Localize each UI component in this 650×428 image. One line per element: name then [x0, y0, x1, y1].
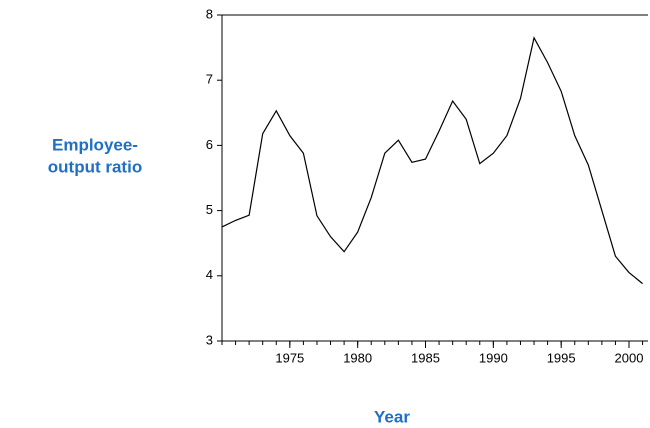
x-tick-label: 1995	[547, 350, 576, 365]
y-tick-label: 8	[206, 6, 213, 21]
data-line	[221, 36, 643, 285]
y-axis-label: Employee-	[52, 135, 138, 154]
x-tick-label: 1985	[411, 350, 440, 365]
x-tick-label: 1990	[479, 350, 508, 365]
y-tick-label: 6	[206, 137, 213, 152]
y-tick-label: 3	[206, 332, 213, 347]
x-tick-label: 1975	[275, 350, 304, 365]
x-tick-label: 1980	[343, 350, 372, 365]
y-tick-label: 5	[206, 202, 213, 217]
y-tick-label: 4	[206, 267, 213, 282]
x-axis-label: Year	[374, 407, 410, 426]
y-tick-label: 7	[206, 72, 213, 87]
y-axis-label: output ratio	[48, 157, 142, 176]
x-tick-label: 2000	[615, 350, 644, 365]
